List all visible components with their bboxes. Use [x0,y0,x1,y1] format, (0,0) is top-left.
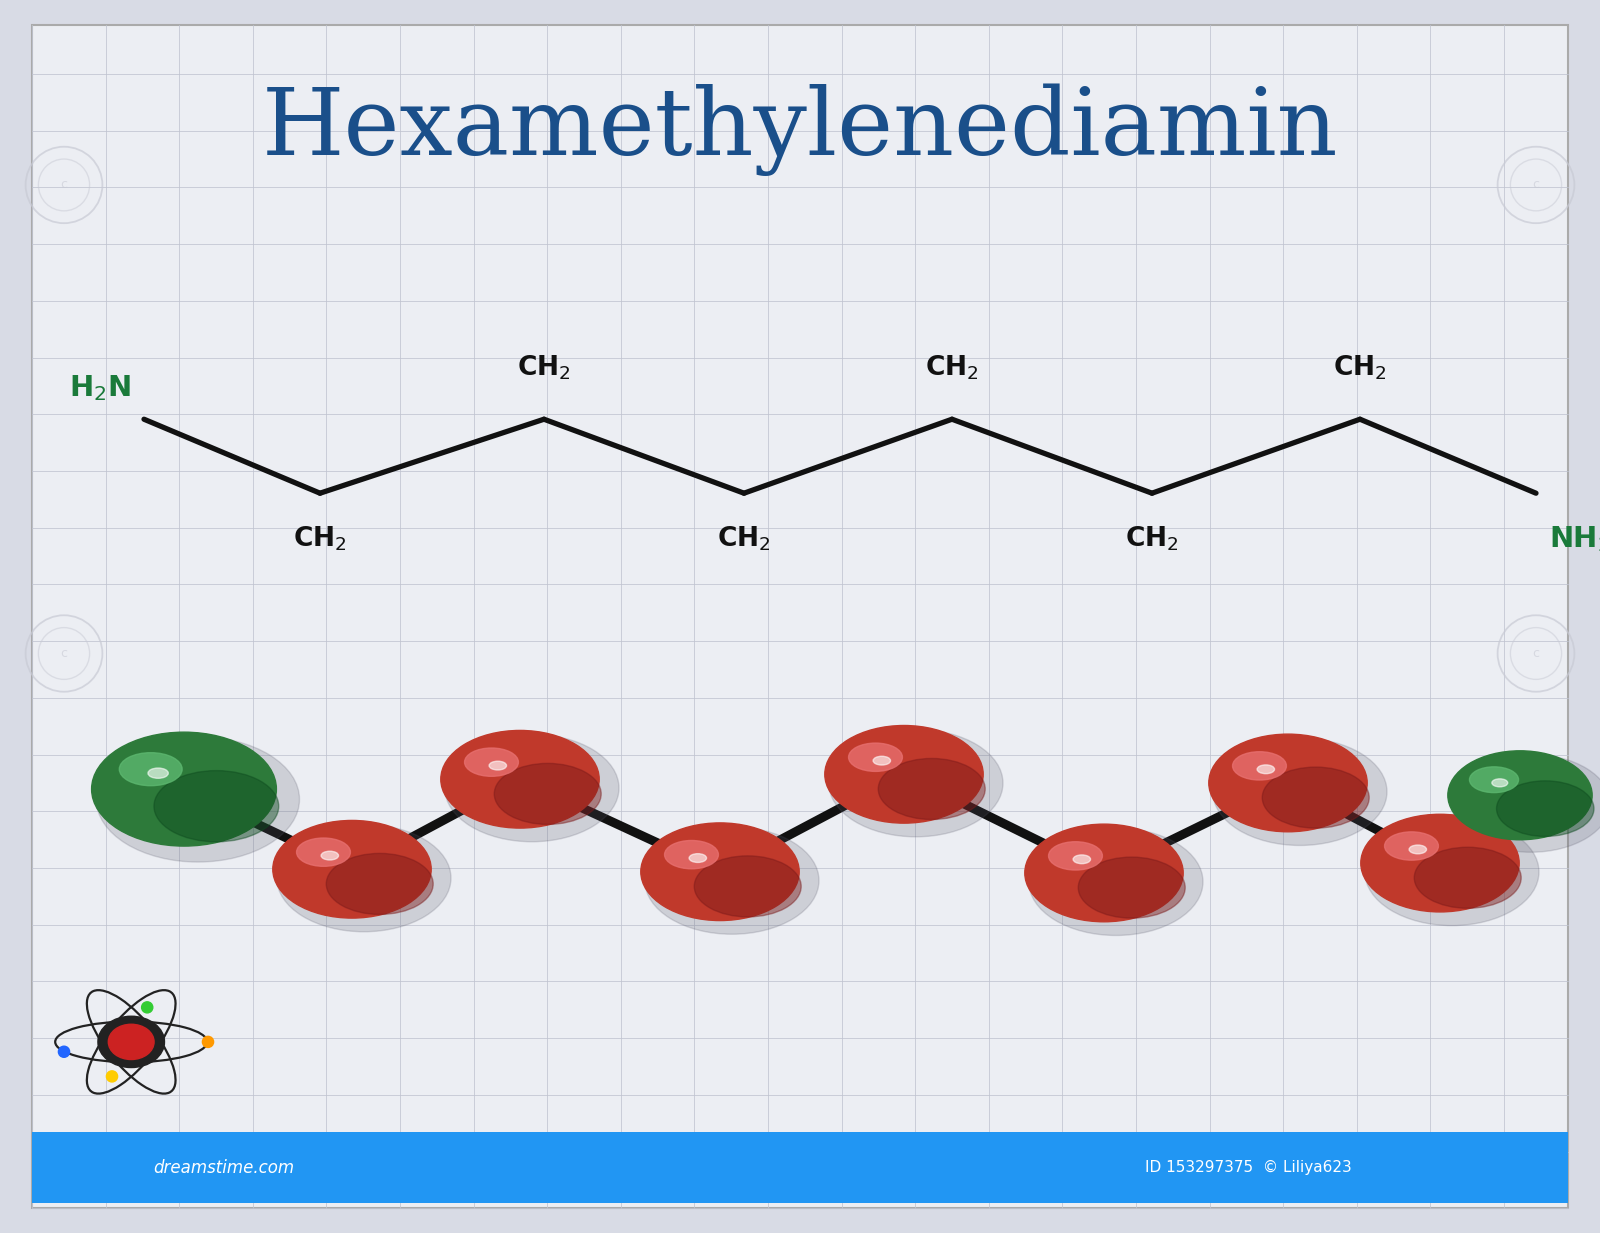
Ellipse shape [690,853,707,862]
Ellipse shape [490,761,507,769]
Ellipse shape [874,756,891,764]
Ellipse shape [1451,755,1600,852]
Text: Hexamethylenediamin: Hexamethylenediamin [262,83,1338,176]
Ellipse shape [1048,842,1102,870]
Ellipse shape [1024,824,1184,922]
Ellipse shape [494,763,602,825]
Ellipse shape [464,748,518,777]
Ellipse shape [1262,767,1370,829]
Ellipse shape [1258,764,1275,773]
Text: NH$_2$: NH$_2$ [1549,524,1600,554]
Ellipse shape [1410,845,1427,853]
Ellipse shape [98,1016,165,1068]
Ellipse shape [1384,832,1438,861]
Ellipse shape [154,771,278,842]
Ellipse shape [272,820,432,919]
Ellipse shape [829,730,1003,837]
Ellipse shape [826,725,982,824]
Text: c: c [1533,647,1539,660]
Text: c: c [61,179,67,191]
Ellipse shape [96,736,299,862]
Ellipse shape [645,827,819,935]
Text: ID 153297375  © Liliya623: ID 153297375 © Liliya623 [1144,1160,1352,1175]
Ellipse shape [1078,857,1186,919]
Ellipse shape [147,768,168,778]
Ellipse shape [878,758,986,820]
Ellipse shape [322,851,339,859]
Ellipse shape [1074,854,1091,863]
FancyBboxPatch shape [32,1132,1568,1203]
Ellipse shape [664,841,718,869]
Ellipse shape [640,822,800,921]
Ellipse shape [1232,752,1286,780]
Ellipse shape [1360,814,1520,912]
Ellipse shape [141,1001,152,1014]
Ellipse shape [91,732,277,846]
Ellipse shape [1448,751,1592,840]
Ellipse shape [694,856,802,917]
Ellipse shape [58,1046,70,1058]
Ellipse shape [442,730,600,829]
Ellipse shape [848,743,902,772]
Text: dreamstime.com: dreamstime.com [154,1159,294,1176]
Text: CH$_2$: CH$_2$ [517,354,571,382]
Text: CH$_2$: CH$_2$ [293,524,347,552]
Ellipse shape [1365,819,1539,926]
Ellipse shape [326,853,434,915]
Ellipse shape [277,825,451,932]
Ellipse shape [1213,739,1387,846]
Ellipse shape [1029,829,1203,936]
Ellipse shape [107,1070,118,1083]
Text: CH$_2$: CH$_2$ [925,354,979,382]
Ellipse shape [1414,847,1522,909]
Ellipse shape [202,1036,214,1047]
Ellipse shape [296,838,350,867]
Text: H$_2$N: H$_2$N [69,374,131,403]
Ellipse shape [1210,734,1366,832]
Ellipse shape [445,735,619,842]
Ellipse shape [120,752,182,785]
FancyBboxPatch shape [32,25,1568,1208]
Ellipse shape [1469,767,1518,793]
Text: c: c [1533,179,1539,191]
Ellipse shape [1496,780,1594,836]
Text: CH$_2$: CH$_2$ [1333,354,1387,382]
Text: c: c [61,647,67,660]
Text: CH$_2$: CH$_2$ [717,524,771,552]
Ellipse shape [109,1025,154,1059]
Ellipse shape [1491,779,1507,787]
Text: CH$_2$: CH$_2$ [1125,524,1179,552]
